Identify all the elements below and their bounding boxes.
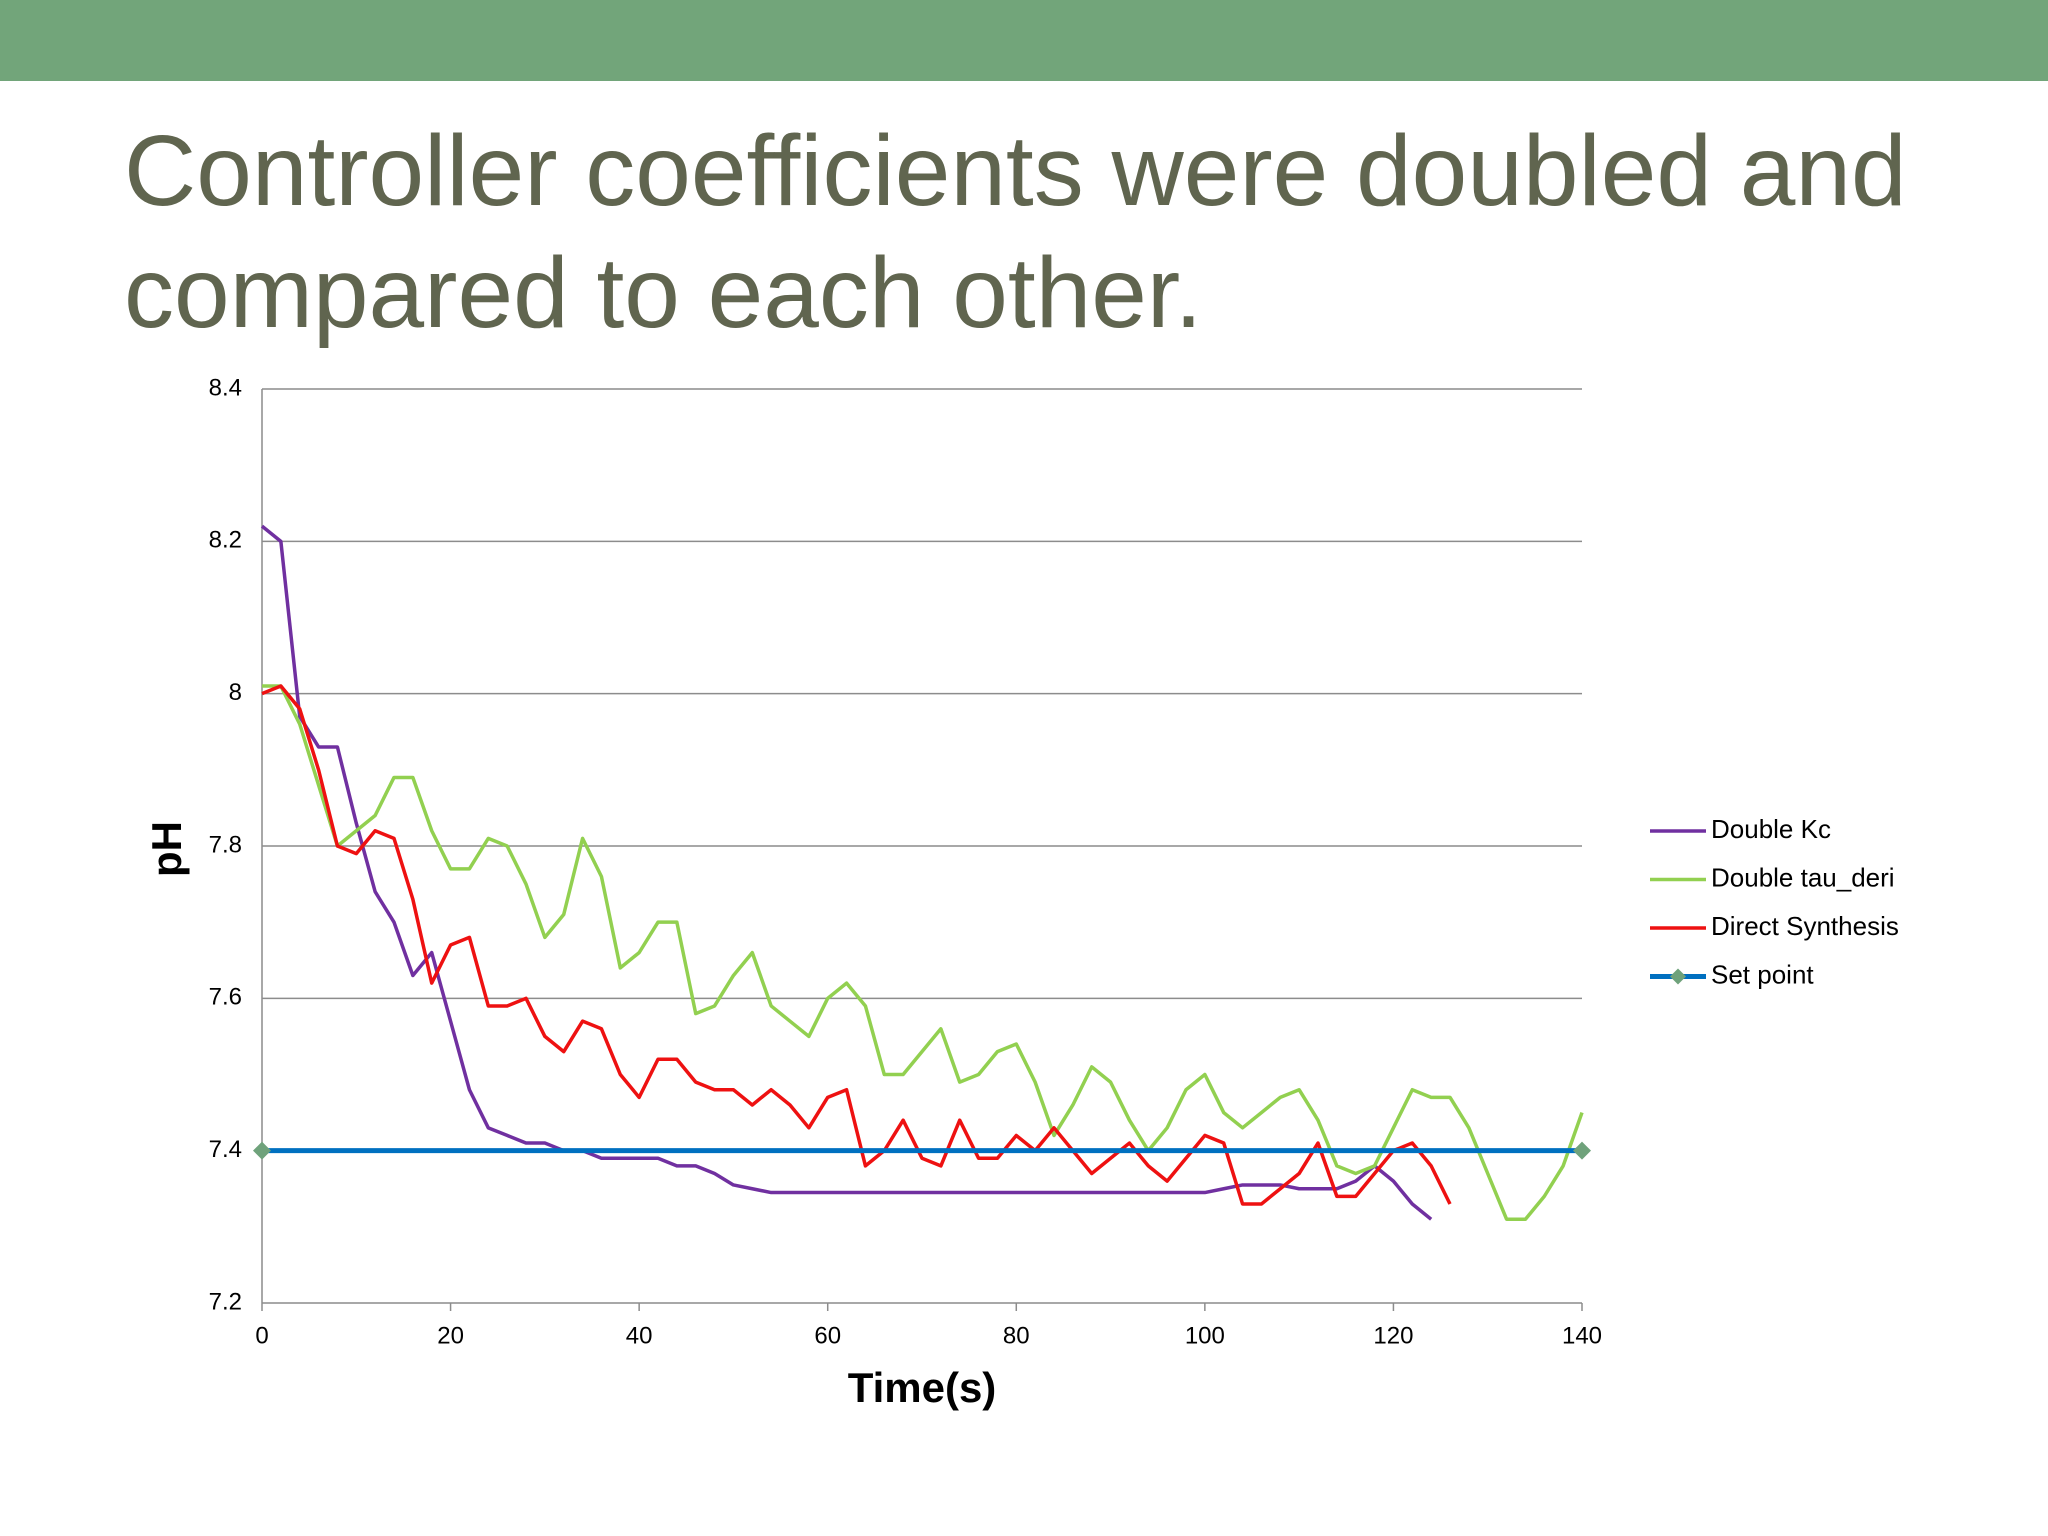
legend-label: Double tau_deri	[1711, 862, 1895, 892]
x-tick-label: 120	[1373, 1322, 1413, 1349]
y-tick-label: 8.2	[209, 527, 242, 554]
point-marker	[1573, 1141, 1591, 1160]
y-tick-label: 7.4	[209, 1136, 242, 1163]
legend-marker	[1670, 968, 1686, 985]
y-axis-label: pH	[143, 821, 190, 877]
y-tick-label: 8	[229, 679, 242, 706]
header-bar	[0, 0, 2048, 81]
series-line	[261, 684, 1452, 1206]
slide-title: compared to each other.	[124, 237, 1202, 349]
x-tick-label: 140	[1562, 1322, 1602, 1349]
x-axis-label: Time(s)	[848, 1364, 997, 1411]
legend-label: Set point	[1711, 959, 1814, 989]
y-tick-label: 7.2	[209, 1288, 242, 1315]
point-marker	[253, 1141, 271, 1160]
y-tick-label: 7.6	[209, 984, 242, 1011]
legend-label: Double Kc	[1711, 814, 1831, 844]
series-line	[262, 684, 1584, 1221]
x-tick-label: 60	[814, 1322, 841, 1349]
x-tick-label: 40	[626, 1322, 653, 1349]
legend-label: Direct Synthesis	[1711, 911, 1899, 941]
y-tick-label: 7.8	[209, 831, 242, 858]
x-tick-label: 100	[1185, 1322, 1225, 1349]
x-tick-label: 20	[437, 1322, 464, 1349]
y-tick-label: 8.4	[209, 374, 242, 401]
slide-title: Controller coefficients were doubled and	[124, 115, 1907, 227]
x-tick-label: 80	[1003, 1322, 1030, 1349]
x-tick-label: 0	[255, 1322, 268, 1349]
